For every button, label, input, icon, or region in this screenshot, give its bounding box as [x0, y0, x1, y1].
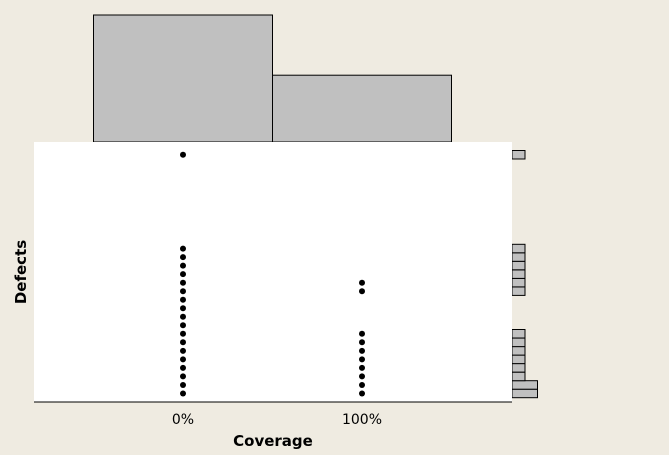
right-histogram-bar	[511, 277, 526, 288]
data-point	[180, 245, 186, 252]
data-point	[359, 364, 365, 371]
data-point	[180, 151, 186, 158]
data-point	[359, 339, 365, 346]
right-histogram-bar	[511, 252, 526, 262]
data-point	[180, 296, 186, 303]
data-points	[180, 151, 365, 397]
data-point	[180, 254, 186, 261]
right-histogram-bar	[511, 260, 526, 271]
data-point	[180, 279, 186, 286]
data-point	[180, 271, 186, 278]
right-histogram-bar	[511, 354, 526, 365]
data-point	[180, 322, 186, 329]
y-axis-title: Defects	[12, 240, 30, 304]
right-histogram-bar	[511, 380, 538, 390]
right-histogram-bar	[511, 269, 526, 279]
data-point	[180, 390, 186, 397]
data-point	[359, 390, 365, 397]
right-histogram-bar	[511, 388, 538, 399]
right-histogram-bar	[511, 243, 526, 254]
top-histogram-bar	[93, 14, 273, 143]
x-tick-label: 0%	[172, 412, 194, 428]
data-point	[180, 288, 186, 295]
data-point	[359, 347, 365, 354]
data-point	[359, 382, 365, 388]
right-histogram-bar	[511, 363, 526, 373]
data-point	[180, 313, 186, 320]
x-axis-title: Coverage	[233, 432, 313, 450]
top-histogram-bar	[272, 74, 452, 143]
right-histogram-bar	[511, 337, 526, 348]
right-histogram-bar	[511, 371, 526, 382]
data-point	[180, 305, 186, 312]
data-point	[359, 288, 365, 295]
right-marginal-histogram	[511, 150, 538, 399]
right-histogram-bar	[511, 346, 526, 356]
data-point	[180, 356, 186, 363]
data-point	[180, 382, 186, 388]
x-tick-labels: 0% 100%	[172, 412, 382, 428]
top-marginal-histogram	[93, 14, 452, 143]
plot-area	[34, 142, 512, 402]
right-histogram-bar	[511, 286, 526, 296]
data-point	[180, 262, 186, 269]
x-tick-label: 100%	[342, 412, 382, 428]
data-point	[180, 339, 186, 346]
data-point	[359, 330, 365, 337]
data-point	[180, 347, 186, 354]
data-point	[359, 356, 365, 363]
data-point	[359, 373, 365, 380]
data-point	[180, 373, 186, 380]
right-histogram-bar	[511, 329, 526, 339]
data-point	[180, 330, 186, 337]
data-point	[180, 364, 186, 371]
right-histogram-bar	[511, 150, 526, 160]
data-point	[359, 279, 365, 286]
